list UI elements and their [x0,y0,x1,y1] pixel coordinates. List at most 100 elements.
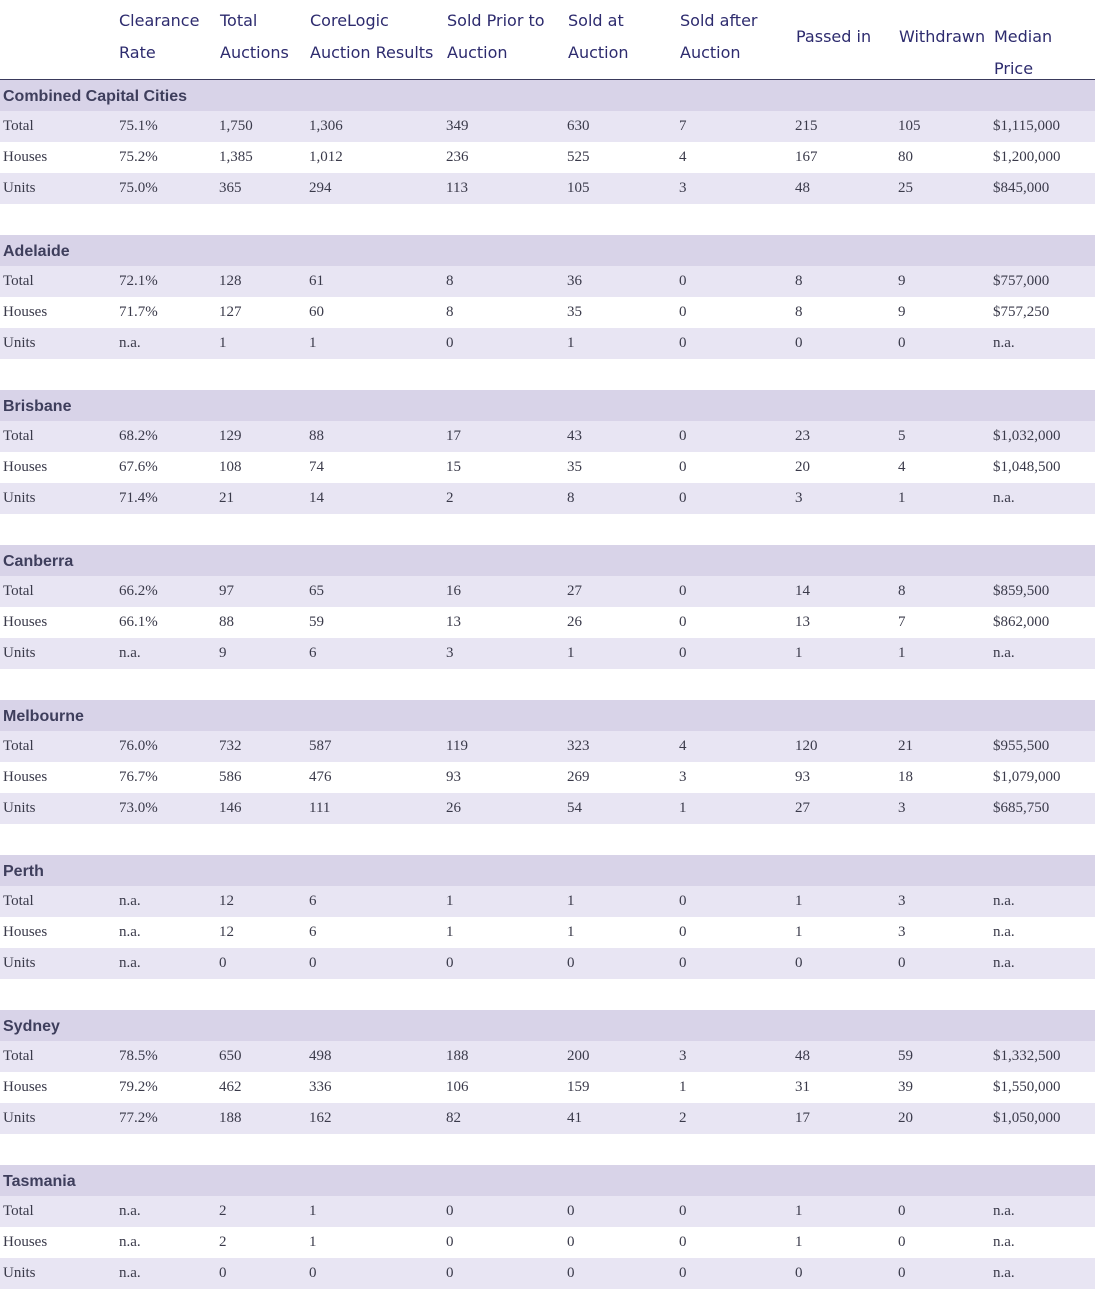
table-cell: 16 [446,583,461,599]
table-cell: 1,012 [309,149,343,165]
table-cell: 2 [446,490,454,506]
table-row: Units n.a. 0 0 0 0 0 0 0 n.a. [0,948,1095,979]
table-cell: 105 [567,180,590,196]
table-cell: 7 [898,614,906,630]
row-label: Units [3,1265,36,1281]
table-cell: 12 [219,893,234,909]
table-cell: 587 [309,738,332,754]
table-row: Houses n.a. 2 1 0 0 0 1 0 n.a. [0,1227,1095,1258]
column-header-line: Auction [447,43,508,62]
table-row: Houses 67.6% 108 74 15 35 0 20 4 $1,048,500 [0,452,1095,483]
table-cell: 1 [795,924,803,940]
city-name: Adelaide [3,243,70,260]
group-spacer [0,1134,1095,1165]
table-cell: 1 [219,335,227,351]
table-row: Units n.a. 9 6 3 1 0 1 1 n.a. [0,638,1095,669]
column-header-line: Median Price [994,27,1053,78]
table-cell: 75.1% [119,118,158,134]
table-cell: 650 [219,1048,242,1064]
column-header-line: Sold after [680,11,758,30]
table-cell: 0 [898,335,906,351]
table-cell: 72.1% [119,273,158,289]
table-cell: 1 [309,335,317,351]
table-cell: n.a. [119,1234,141,1250]
row-label: Houses [3,614,48,630]
table-cell: n.a. [119,955,141,971]
table-cell: $757,000 [993,273,1050,289]
table-cell: 127 [219,304,242,320]
table-cell: n.a. [993,335,1015,351]
table-cell: 0 [679,614,687,630]
row-label: Units [3,955,36,971]
table-cell: 586 [219,769,242,785]
table-cell: 188 [446,1048,469,1064]
table-cell: 111 [309,800,331,816]
city-name: Brisbane [3,398,72,415]
table-cell: $1,079,000 [993,769,1061,785]
row-label: Total [3,428,34,444]
table-cell: 1 [309,1234,317,1250]
table-row: Total 72.1% 128 61 8 36 0 8 9 $757,000 [0,266,1095,297]
table-cell: 3 [679,769,687,785]
table-cell: 8 [446,304,454,320]
table-cell: 1 [446,893,454,909]
table-row: Units 71.4% 21 14 2 8 0 3 1 n.a. [0,483,1095,514]
table-cell: 1 [679,800,687,816]
table-cell: 88 [309,428,324,444]
table-cell: 0 [309,1265,317,1281]
column-header-line: Clearance [119,11,200,30]
table-cell: 8 [567,490,575,506]
table-row: Total 66.2% 97 65 16 27 0 14 8 $859,500 [0,576,1095,607]
table-cell: 0 [679,1203,687,1219]
table-cell: 4 [679,149,687,165]
table-cell: 167 [795,149,818,165]
table-cell: 0 [446,1203,454,1219]
table-row: Houses 76.7% 586 476 93 269 3 93 18 $1,079,000 [0,762,1095,793]
table-cell: 1 [567,645,575,661]
table-cell: $1,550,000 [993,1079,1061,1095]
table-cell: 128 [219,273,242,289]
table-cell: 1 [567,335,575,351]
table-row: Total 68.2% 129 88 17 43 0 23 5 $1,032,000 [0,421,1095,452]
row-label: Houses [3,304,48,320]
table-cell: 26 [446,800,461,816]
table-cell: 0 [679,924,687,940]
city-name: Melbourne [3,708,84,725]
table-cell: 39 [898,1079,913,1095]
table-cell: 0 [567,1265,575,1281]
table-cell: 97 [219,583,234,599]
table-cell: $845,000 [993,180,1050,196]
column-header: Total Auctions [220,5,289,69]
table-cell: 0 [679,304,687,320]
table-cell: n.a. [119,893,141,909]
table-cell: 60 [309,304,324,320]
table-cell: 14 [309,490,324,506]
table-cell: n.a. [993,490,1015,506]
table-cell: 323 [567,738,590,754]
column-header: CoreLogic Auction Results [310,5,433,69]
table-cell: 93 [795,769,810,785]
table-cell: n.a. [119,335,141,351]
table-cell: 48 [795,180,810,196]
table-cell: 59 [898,1048,913,1064]
city-name: Sydney [3,1018,60,1035]
table-cell: 76.0% [119,738,158,754]
table-cell: 162 [309,1110,332,1126]
group-spacer [0,359,1095,390]
table-cell: 269 [567,769,590,785]
table-row: Houses 66.1% 88 59 13 26 0 13 7 $862,000 [0,607,1095,638]
column-header-line: CoreLogic [310,11,389,30]
table-cell: $1,048,500 [993,459,1061,475]
table-cell: 14 [795,583,810,599]
table-cell: 1 [795,1203,803,1219]
group-spacer [0,824,1095,855]
city-group-title: Melbourne [0,700,1095,731]
row-label: Houses [3,1234,48,1250]
table-cell: 6 [309,893,317,909]
table-cell: 349 [446,118,469,134]
table-cell: $955,500 [993,738,1050,754]
group-spacer [0,979,1095,1010]
table-cell: 732 [219,738,242,754]
table-cell: 6 [309,924,317,940]
table-cell: 20 [898,1110,913,1126]
